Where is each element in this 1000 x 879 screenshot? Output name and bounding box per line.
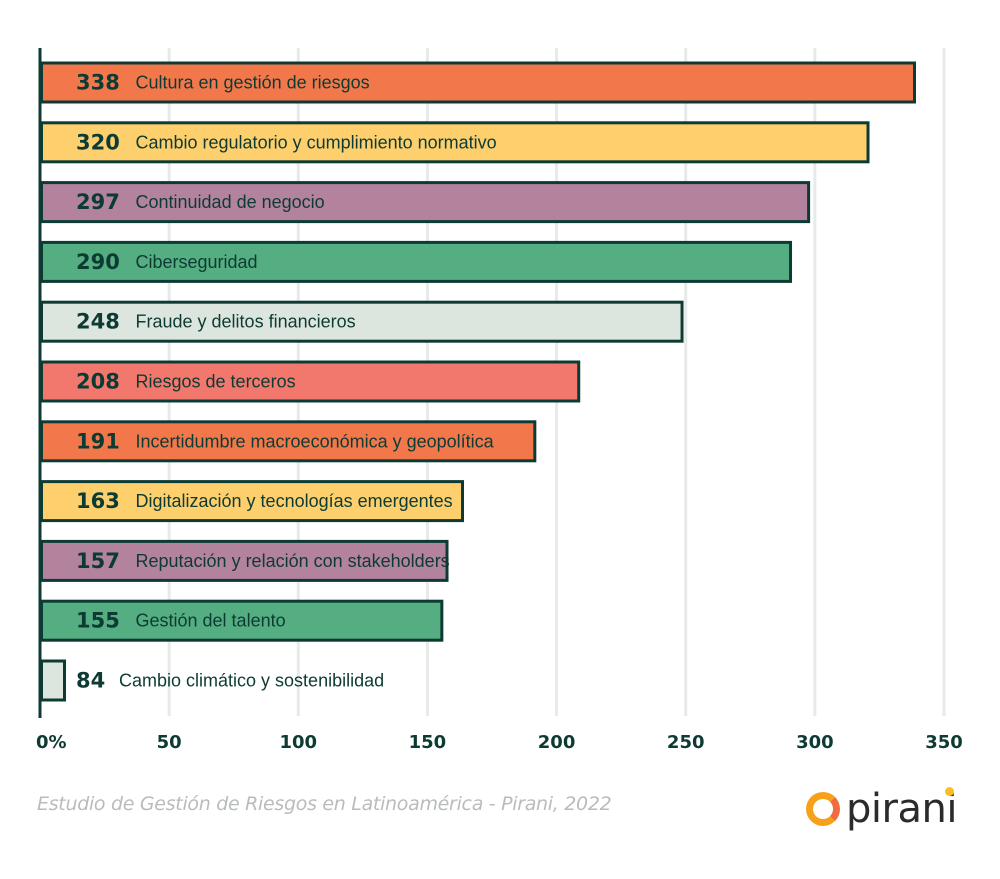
bar	[40, 480, 465, 523]
bar	[40, 539, 449, 582]
x-tick-label: 0%	[36, 732, 67, 753]
bar	[40, 300, 684, 343]
bar-group: 84 Cambio climático y sostenibilidad	[40, 659, 384, 702]
pirani-logo: pirani	[806, 784, 957, 834]
bar-group: 191 Incertidumbre macroeconómica y geopol…	[40, 420, 537, 463]
logo-text: pirani	[846, 786, 957, 832]
x-tick-label: 250	[667, 732, 705, 753]
bar-group: 297 Continuidad de negocio	[40, 181, 811, 224]
x-tick-label: 300	[796, 732, 834, 753]
bar-category-label: Riesgos de terceros	[136, 372, 296, 392]
logo-dot-icon	[944, 787, 954, 796]
bar-chart: 338 Cultura en gestión de riesgos 320 Cambi…	[36, 48, 963, 753]
bar-category-label: Reputación y relación con stakeholders	[136, 551, 450, 571]
bar	[40, 659, 66, 702]
bar-category-label: Incertidumbre macroeconómica y geopolíti…	[136, 431, 495, 451]
x-axis-ticks: 0% 50 100 150 200 250 300 350	[36, 732, 963, 753]
bar-group: 208 Riesgos de terceros	[40, 360, 581, 403]
bar-category-label: Fraude y delitos financieros	[136, 312, 356, 332]
bar-value-label: 155	[76, 609, 120, 633]
bar-group: 163 Digitalización y tecnologías emergent…	[40, 480, 465, 523]
x-tick-label: 150	[409, 732, 447, 753]
bar-category-label: Cambio climático y sostenibilidad	[119, 671, 384, 691]
bar-category-label: Digitalización y tecnologías emergentes	[136, 491, 453, 511]
bar-group: 320 Cambio regulatorio y cumplimiento nor…	[40, 121, 870, 164]
bar-value-label: 208	[76, 370, 120, 394]
bar-group: 155 Gestión del talento	[40, 599, 444, 642]
bar	[40, 121, 870, 164]
bar-value-label: 320	[76, 130, 120, 154]
bar-value-label: 191	[76, 429, 120, 453]
logo-wordmark: pirani	[846, 786, 957, 832]
bar-value-label: 248	[76, 310, 120, 334]
bar-value-label: 157	[76, 549, 120, 573]
bar	[40, 360, 581, 403]
x-tick-label: 100	[279, 732, 317, 753]
x-tick-label: 350	[925, 732, 963, 753]
x-tick-label: 50	[157, 732, 182, 753]
bar-value-label: 84	[76, 669, 105, 693]
bar-value-label: 290	[76, 250, 120, 274]
source-caption: Estudio de Gestión de Riesgos en Latinoa…	[37, 793, 612, 815]
bar-group: 338 Cultura en gestión de riesgos	[40, 61, 917, 104]
logo-ring-icon	[806, 792, 840, 826]
x-tick-label: 200	[538, 732, 576, 753]
bar	[40, 181, 811, 224]
bar-group: 248 Fraude y delitos financieros	[40, 300, 684, 343]
bar-category-label: Cambio regulatorio y cumplimiento normat…	[136, 132, 497, 152]
bar-group: 157 Reputación y relación con stakeholder…	[40, 539, 450, 582]
bar-category-label: Continuidad de negocio	[136, 192, 325, 212]
bars: 338 Cultura en gestión de riesgos 320 Cambi…	[40, 61, 917, 702]
bar-value-label: 338	[76, 71, 120, 95]
bar-category-label: Cultura en gestión de riesgos	[136, 73, 370, 93]
bar-category-label: Gestión del talento	[136, 611, 286, 631]
bar	[40, 420, 537, 463]
bar-category-label: Ciberseguridad	[136, 252, 258, 272]
bar-value-label: 297	[76, 190, 120, 214]
bar-group: 290 Ciberseguridad	[40, 240, 793, 283]
bar-value-label: 163	[76, 489, 120, 513]
